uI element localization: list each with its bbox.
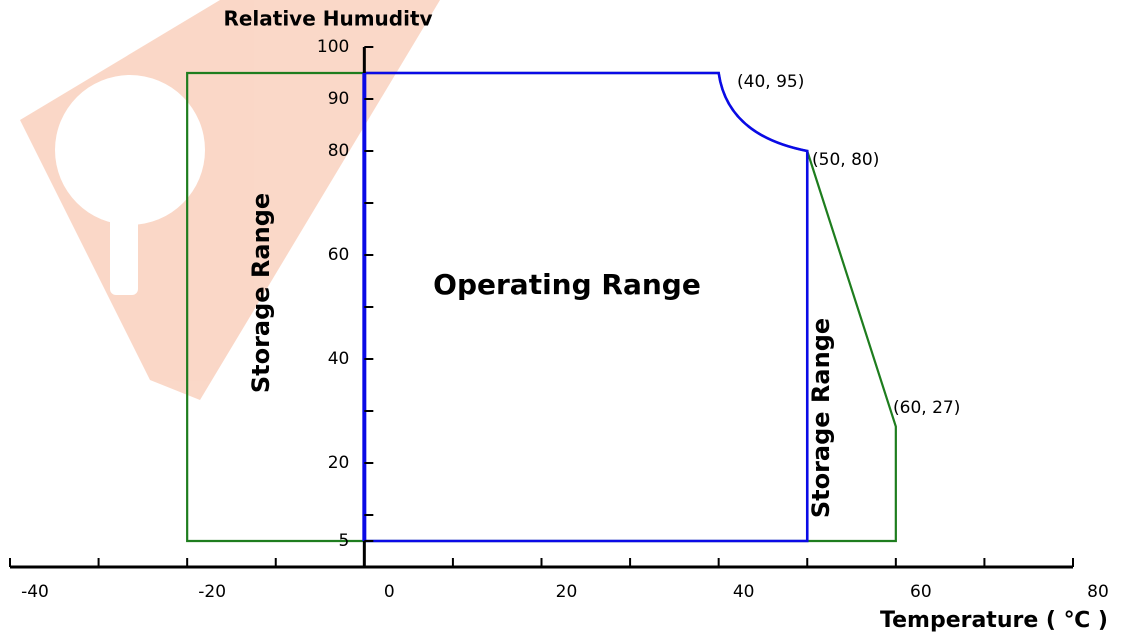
annotation: (50, 80) — [812, 150, 879, 170]
y-tick-label: 60 — [328, 245, 350, 265]
annotation: (40, 95) — [737, 72, 804, 92]
region-label: Storage Range — [247, 193, 275, 393]
y-tick-label: 90 — [328, 89, 350, 109]
x-tick-label: 40 — [733, 582, 755, 602]
watermark-hole — [55, 75, 205, 225]
watermark — [20, 0, 440, 400]
annotation: (60, 27) — [893, 398, 960, 418]
x-axis-title: Temperature ( ℃ ) — [880, 608, 1108, 633]
region — [363, 71, 809, 543]
region-label: Operating Range — [433, 268, 701, 301]
x-tick-label: 60 — [910, 582, 932, 602]
y-axis-title: Relative Humuditv — [223, 7, 432, 31]
y-tick-label: 40 — [328, 349, 350, 369]
region-label: Storage Range — [807, 318, 835, 518]
x-tick-label: 20 — [556, 582, 578, 602]
y-tick-label: 100 — [317, 37, 349, 57]
watermark-handle — [110, 200, 138, 295]
x-tick-label: -20 — [198, 582, 226, 602]
x-tick-label: 0 — [384, 582, 395, 602]
x-tick-label: -40 — [21, 582, 49, 602]
y-tick-label: 5 — [339, 531, 350, 551]
y-tick-label: 80 — [328, 141, 350, 161]
x-tick-label: 80 — [1087, 582, 1109, 602]
y-tick-label: 20 — [328, 453, 350, 473]
